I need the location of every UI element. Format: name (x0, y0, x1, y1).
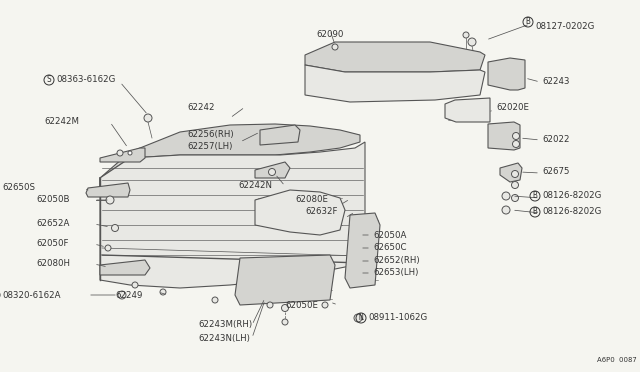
Text: 62650C: 62650C (373, 244, 406, 253)
Circle shape (354, 314, 362, 322)
Text: 08126-8202G: 08126-8202G (542, 208, 602, 217)
Text: 62020E: 62020E (496, 103, 529, 112)
Text: 62243N(LH): 62243N(LH) (198, 334, 250, 343)
Polygon shape (100, 148, 145, 162)
Polygon shape (488, 122, 520, 150)
Text: 62242N: 62242N (238, 180, 272, 189)
Text: 08320-6162A: 08320-6162A (2, 291, 61, 299)
Text: 62652(RH): 62652(RH) (373, 257, 420, 266)
Polygon shape (235, 255, 335, 305)
Text: 62243M(RH): 62243M(RH) (198, 321, 252, 330)
Circle shape (502, 206, 510, 214)
Text: 62675: 62675 (542, 167, 570, 176)
Circle shape (332, 44, 338, 50)
Polygon shape (305, 65, 485, 102)
Polygon shape (345, 213, 380, 288)
Circle shape (132, 282, 138, 288)
Polygon shape (100, 260, 150, 275)
Polygon shape (100, 124, 360, 178)
Text: 62050E: 62050E (285, 301, 318, 310)
Circle shape (212, 297, 218, 303)
Text: 62080E: 62080E (295, 195, 328, 203)
Text: 62653(LH): 62653(LH) (373, 269, 419, 278)
Text: 62243: 62243 (542, 77, 570, 87)
Text: B: B (525, 17, 531, 26)
Circle shape (118, 291, 126, 299)
Circle shape (502, 192, 510, 200)
Circle shape (463, 32, 469, 38)
Circle shape (117, 150, 123, 156)
Polygon shape (255, 190, 345, 235)
Polygon shape (488, 58, 525, 90)
Text: B: B (532, 192, 538, 201)
Circle shape (511, 170, 518, 177)
Circle shape (282, 305, 289, 311)
Circle shape (322, 302, 328, 308)
Text: B: B (532, 208, 538, 217)
Text: 62022: 62022 (542, 135, 570, 144)
Text: 62257(LH): 62257(LH) (187, 142, 232, 151)
Text: 62242: 62242 (187, 103, 214, 112)
Text: 62650S: 62650S (2, 183, 35, 192)
Circle shape (511, 182, 518, 189)
Text: 62050B: 62050B (36, 196, 70, 205)
Polygon shape (305, 42, 485, 72)
Circle shape (282, 319, 288, 325)
Circle shape (269, 169, 275, 176)
Polygon shape (100, 142, 365, 288)
Text: 08363-6162G: 08363-6162G (56, 76, 115, 84)
Text: 08911-1062G: 08911-1062G (368, 314, 428, 323)
Text: 08127-0202G: 08127-0202G (535, 22, 595, 31)
Circle shape (106, 196, 114, 204)
Circle shape (468, 38, 476, 46)
Text: 62242M: 62242M (44, 118, 79, 126)
Text: 08126-8202G: 08126-8202G (542, 192, 602, 201)
Polygon shape (260, 125, 300, 145)
Text: 62256(RH): 62256(RH) (187, 131, 234, 140)
Circle shape (105, 245, 111, 251)
Text: 62050F: 62050F (36, 240, 68, 248)
Circle shape (128, 151, 132, 155)
Text: 62652A: 62652A (36, 219, 69, 228)
Text: S: S (47, 76, 51, 84)
Text: 62249: 62249 (115, 291, 142, 299)
Circle shape (513, 141, 520, 148)
Polygon shape (86, 183, 130, 197)
Text: 62050A: 62050A (373, 231, 406, 240)
Polygon shape (255, 162, 290, 178)
Circle shape (267, 302, 273, 308)
Polygon shape (445, 98, 490, 122)
Polygon shape (500, 163, 522, 182)
Text: 62090: 62090 (316, 30, 344, 39)
Circle shape (144, 114, 152, 122)
Text: 62632F: 62632F (305, 206, 337, 215)
Text: N: N (358, 314, 364, 323)
Circle shape (511, 195, 518, 202)
Circle shape (111, 224, 118, 231)
Text: A6P0  0087: A6P0 0087 (597, 357, 637, 363)
Text: 62080H: 62080H (36, 260, 70, 269)
Circle shape (160, 289, 166, 295)
Circle shape (513, 132, 520, 140)
